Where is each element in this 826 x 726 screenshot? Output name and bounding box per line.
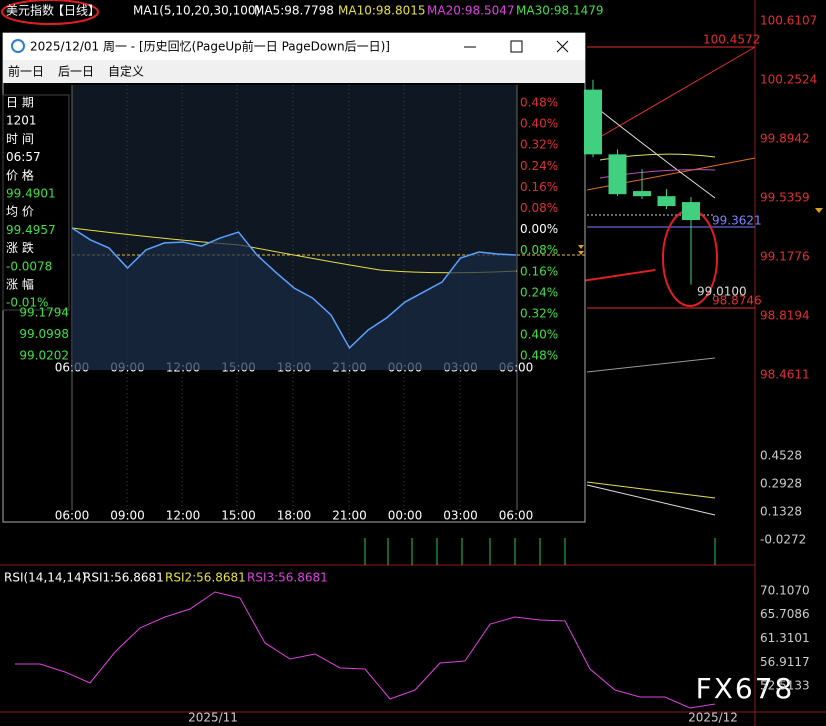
macd-axis-label: 0.1328 xyxy=(760,505,802,519)
date-label: 2025/12 xyxy=(688,711,738,725)
pct-axis-label: 0.24% xyxy=(520,285,558,299)
pct-axis-label: 0.08% xyxy=(520,201,558,215)
time-axis-label: 09:00 xyxy=(110,509,145,523)
symbol: 美元指数 xyxy=(6,3,54,18)
rsi-axis-label: 61.3101 xyxy=(760,631,810,645)
price-label: 99.0100 xyxy=(697,285,747,299)
pct-axis-label: 0.32% xyxy=(520,307,558,321)
menu-item[interactable]: 自定义 xyxy=(108,64,144,79)
pct-axis-label: 0.08% xyxy=(520,243,558,257)
pct-axis-label: 0.00% xyxy=(520,222,558,236)
ma10: MA10:98.8015 xyxy=(338,4,426,18)
ma5: MA5:98.7798 xyxy=(254,4,334,18)
candle-body xyxy=(584,89,602,155)
price-axis-label: 98.8194 xyxy=(760,308,810,322)
time-axis-label: 21:00 xyxy=(332,509,367,523)
price-axis-label: 99.8942 xyxy=(760,131,810,145)
date-label: 2025/11 xyxy=(188,711,238,725)
info-value: 06:57 xyxy=(6,150,41,164)
pct-axis-label: 0.16% xyxy=(520,264,558,278)
menu-item[interactable]: 后一日 xyxy=(58,65,94,79)
info-label: 日 期 xyxy=(6,96,34,110)
rsi2: RSI2:56.8681 xyxy=(165,571,246,585)
price-axis-label: 99.1776 xyxy=(760,250,810,264)
time-axis-label: 06:00 xyxy=(55,509,90,523)
rsi1: RSI1:56.8681 xyxy=(83,571,164,585)
price-label: 99.3621 xyxy=(712,214,762,228)
pct-axis-label: 0.40% xyxy=(520,117,558,131)
rsi-line xyxy=(15,591,716,709)
left-axis-label: 99.0998 xyxy=(19,327,69,341)
popup-title: 2025/12/01 周一 - [历史回忆(PageUp前一日 PageDown… xyxy=(30,39,390,54)
pct-axis-label: 0.16% xyxy=(520,180,558,194)
price-area xyxy=(72,228,516,370)
left-axis-label: 99.1794 xyxy=(19,306,69,320)
candle-body xyxy=(608,154,627,195)
price-label: 100.4572 xyxy=(703,33,760,47)
time-axis-label: 18:00 xyxy=(277,509,312,523)
macd-axis-label: 0.2928 xyxy=(760,477,802,491)
price-axis-label: 98.4611 xyxy=(760,368,810,382)
info-value: -0.01% xyxy=(6,296,48,310)
price-axis-label: 100.2524 xyxy=(760,73,817,87)
macd-axis-label: -0.0272 xyxy=(760,533,806,547)
pct-axis-label: 0.40% xyxy=(520,328,558,342)
ma20: MA20:98.5047 xyxy=(427,4,515,18)
price-axis-label: 100.6107 xyxy=(760,14,817,28)
info-value: -0.0078 xyxy=(6,259,52,273)
macd-axis-label: 0.4528 xyxy=(760,449,802,463)
price-line xyxy=(71,227,517,350)
info-value: 1201 xyxy=(6,114,37,128)
time-axis-label: 12:00 xyxy=(166,509,201,523)
rsi-label: RSI(14,14,14) xyxy=(4,571,86,585)
info-label: 均 价 xyxy=(6,205,34,219)
pct-axis-label: 0.24% xyxy=(520,159,558,173)
price-axis-label: 99.5359 xyxy=(760,191,810,205)
candle-body xyxy=(657,196,676,207)
time-axis-label: 00:00 xyxy=(388,509,423,523)
info-label: 价 格 xyxy=(6,167,34,182)
price-label: 98.8746 xyxy=(712,294,762,308)
ma30: MA30:98.1479 xyxy=(516,4,604,18)
time-axis-label: 06:00 xyxy=(499,509,534,523)
rsi3: RSI3:56.8681 xyxy=(247,571,328,585)
time-axis-label: 15:00 xyxy=(221,509,256,523)
period: 【日线】 xyxy=(52,4,100,18)
info-label: 涨 幅 xyxy=(6,277,34,292)
maximize-button[interactable] xyxy=(510,40,523,53)
pct-axis-label: 0.48% xyxy=(520,349,558,363)
candle-body xyxy=(682,202,700,221)
close-button[interactable] xyxy=(556,40,569,53)
info-value: 99.4901 xyxy=(6,187,56,201)
pct-axis-label: 0.32% xyxy=(520,138,558,152)
rsi-axis-label: 52.5133 xyxy=(760,679,810,693)
info-label: 涨 跌 xyxy=(6,240,34,255)
menu-item[interactable]: 前一日 xyxy=(8,64,44,79)
rsi-axis-label: 56.9117 xyxy=(760,655,810,669)
info-value: 99.4957 xyxy=(6,223,56,237)
rsi-axis-label: 70.1070 xyxy=(760,584,810,598)
candle-body xyxy=(633,191,651,197)
ma-label: MA1(5,10,20,30,100) xyxy=(133,4,260,18)
watermark: FX678 xyxy=(696,672,795,705)
time-axis-label: 03:00 xyxy=(443,509,478,523)
rsi-axis-label: 65.7086 xyxy=(760,607,810,621)
info-label: 时 间 xyxy=(6,132,34,146)
left-axis-label: 99.0202 xyxy=(19,349,69,363)
pct-axis-label: 0.48% xyxy=(520,96,558,110)
